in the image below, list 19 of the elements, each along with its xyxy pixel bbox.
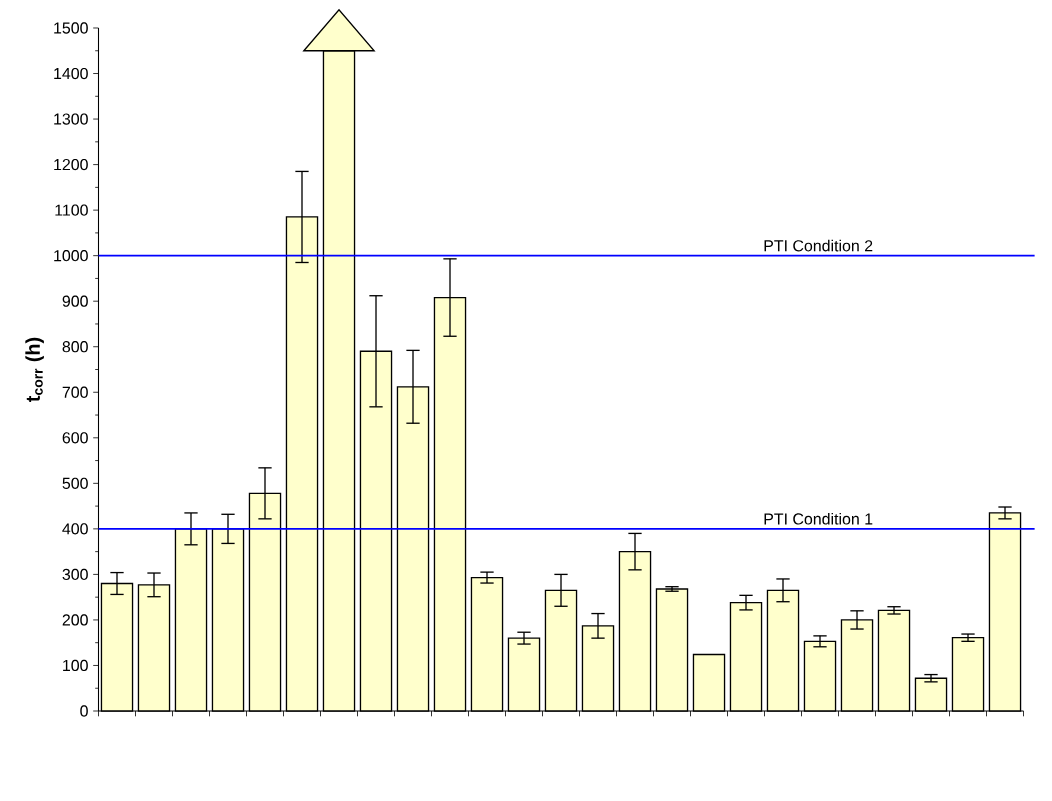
y-tick-label: 1200 — [54, 158, 88, 171]
y-tick-label: 500 — [62, 477, 88, 489]
ref-line-label: PTI Condition 1 — [764, 512, 873, 525]
y-tick-label: 300 — [62, 568, 88, 581]
y-axis-title: t$_{corr}$ (h) — [25, 337, 44, 402]
y-tick-label: 600 — [62, 432, 88, 444]
y-tick-label: 100 — [63, 659, 88, 672]
y-tick-label: 400 — [62, 523, 88, 535]
y-tick-label: 1400 — [54, 67, 88, 80]
y-tick-label: 1300 — [54, 113, 88, 125]
ref-line-label: PTI Condition 2 — [764, 239, 873, 252]
y-tick-label: 1100 — [55, 204, 88, 216]
y-tick-label: 200 — [62, 614, 88, 626]
y-tick-label: 900 — [62, 295, 88, 307]
y-tick-label: 1000 — [54, 250, 88, 262]
y-tick-label: 0 — [80, 705, 88, 717]
y-tick-label: 800 — [62, 341, 88, 353]
y-tick-label: 1500 — [54, 22, 88, 34]
y-tick-label: 700 — [62, 386, 88, 398]
